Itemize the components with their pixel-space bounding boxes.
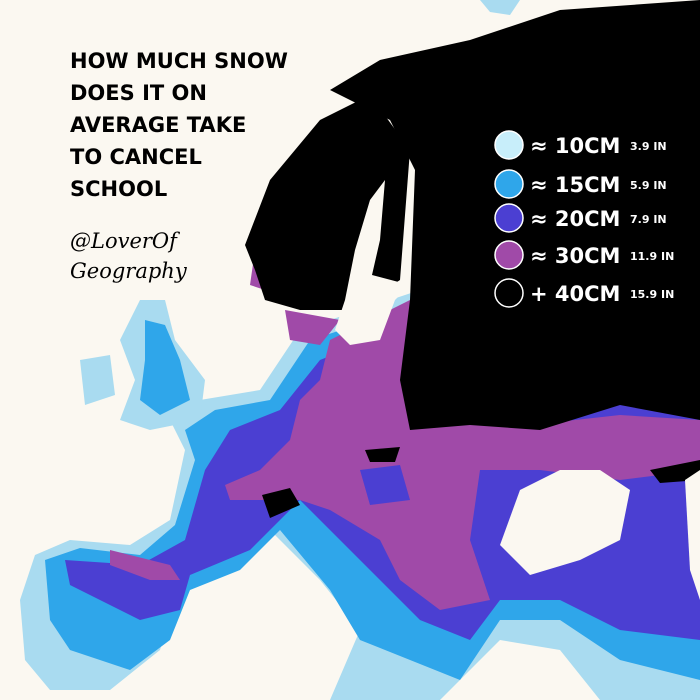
caspian bbox=[685, 470, 700, 600]
legend-label: ≈ 20CM bbox=[530, 207, 620, 231]
title-line: TO CANCEL bbox=[70, 145, 202, 169]
legend-label: ≈ 30CM bbox=[530, 244, 620, 268]
legend-sub: 11.9 IN bbox=[630, 250, 674, 263]
baltic-sea bbox=[335, 180, 410, 345]
legend: ≈ 10CM 3.9 IN ≈ 15CM 5.9 IN ≈ 20CM 7.9 IN ≈ 30… bbox=[494, 130, 674, 308]
title-line: SCHOOL bbox=[70, 177, 167, 201]
legend-label: ≈ 15CM bbox=[530, 173, 620, 197]
legend-sub: 7.9 IN bbox=[630, 213, 667, 226]
legend-swatch bbox=[494, 278, 524, 308]
iberia-stripe bbox=[110, 550, 180, 580]
black-sea bbox=[500, 470, 630, 575]
legend-swatch bbox=[494, 240, 524, 270]
scandinavia-30cm bbox=[250, 250, 340, 345]
legend-label: ≈ 10CM bbox=[530, 134, 620, 158]
legend-swatch bbox=[494, 203, 524, 233]
uk-15cm bbox=[140, 320, 190, 415]
credit-line: @LoverOf bbox=[70, 229, 180, 253]
legend-swatch bbox=[494, 130, 524, 160]
regions bbox=[20, 0, 700, 700]
credit: @LoverOf Geography bbox=[70, 229, 188, 283]
title: HOW MUCH SNOW DOES IT ON AVERAGE TAKE TO CA… bbox=[70, 49, 288, 201]
title-line: HOW MUCH SNOW bbox=[70, 49, 288, 73]
arctic-sea bbox=[480, 0, 520, 15]
alps-20cm bbox=[360, 465, 410, 505]
title-line: DOES IT ON bbox=[70, 81, 207, 105]
legend-sub: 5.9 IN bbox=[630, 179, 667, 192]
zone-30cm bbox=[225, 300, 700, 610]
legend-sub: 3.9 IN bbox=[630, 140, 667, 153]
legend-swatch bbox=[494, 169, 524, 199]
legend-label: + 40CM bbox=[530, 282, 620, 306]
title-line: AVERAGE TAKE bbox=[70, 113, 246, 137]
credit-line: Geography bbox=[70, 259, 188, 283]
legend-sub: 15.9 IN bbox=[630, 288, 674, 301]
